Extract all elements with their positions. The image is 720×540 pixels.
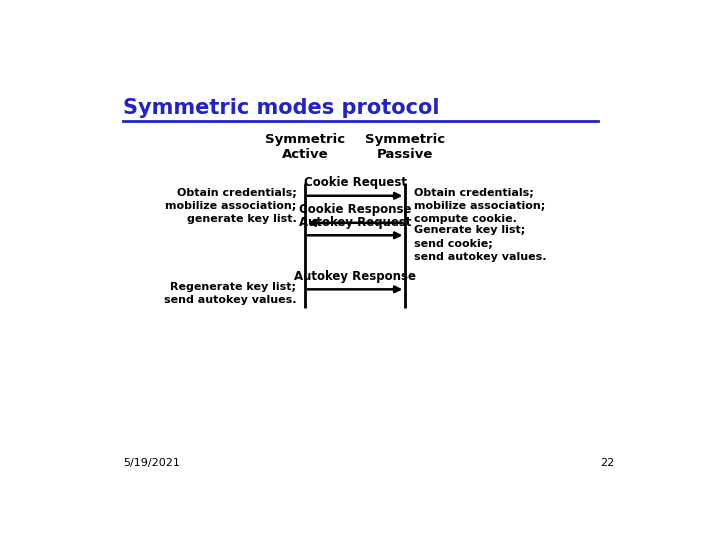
Text: Symmetric
Active: Symmetric Active [265,133,345,161]
Text: Generate key list;
send cookie;
send autokey values.: Generate key list; send cookie; send aut… [413,225,546,262]
Text: Autokey Response: Autokey Response [294,269,416,282]
Text: 22: 22 [600,458,615,468]
Text: Obtain credentials;
mobilize association;
compute cookie.: Obtain credentials; mobilize association… [413,188,545,225]
Text: Symmetric
Passive: Symmetric Passive [365,133,446,161]
Text: Symmetric modes protocol: Symmetric modes protocol [124,98,440,118]
Text: Autokey Request: Autokey Request [299,215,411,228]
Text: Regenerate key list;
send autokey values.: Regenerate key list; send autokey values… [164,282,297,305]
Text: Cookie Response: Cookie Response [299,203,411,216]
Text: Obtain credentials;
mobilize association;
generate key list.: Obtain credentials; mobilize association… [165,188,297,225]
Text: 5/19/2021: 5/19/2021 [124,458,180,468]
Text: Cookie Request: Cookie Request [304,176,407,189]
